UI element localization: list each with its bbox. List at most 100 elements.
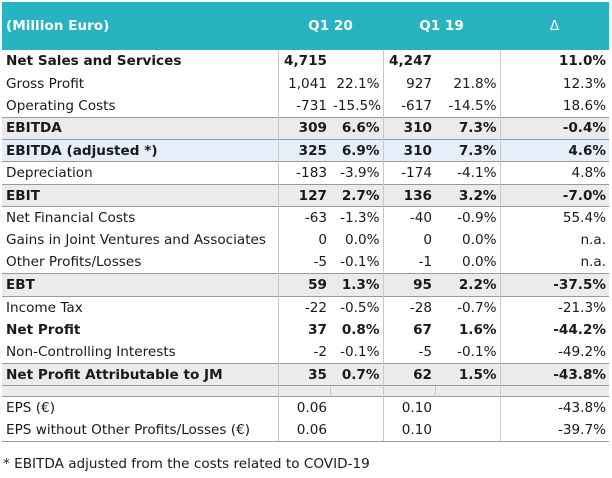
q1-20-percent: 0.7% — [330, 362, 384, 386]
table-header-row: (Million Euro) Q1 20 Q1 19 Δ — [2, 2, 610, 50]
delta-header: Δ — [500, 2, 610, 50]
table-row: EBIT 127 2.7% 136 3.2% -7.0% — [2, 183, 610, 207]
q1-19-value: 310 — [382, 116, 436, 140]
row-label: EBIT — [2, 183, 278, 207]
q1-20-percent: 0.8% — [341, 321, 380, 338]
q1-19-percent: 7.3% — [435, 139, 501, 162]
row-label: Net Sales and Services — [6, 53, 182, 70]
q1-19-value: -174 — [382, 161, 436, 185]
q1-19-percent: -14.5% — [448, 97, 497, 114]
row-label: EBITDA (adjusted *) — [2, 139, 278, 162]
q1-20-percent: 0.0% — [344, 232, 380, 249]
q1-19-percent: -0.1% — [457, 344, 497, 361]
q1-20-percent — [330, 396, 384, 420]
delta-value: 11.0% — [499, 50, 610, 73]
q1-20-value: -183 — [277, 161, 330, 185]
row-label: Non-Controlling Interests — [6, 344, 176, 361]
delta-value: -49.2% — [499, 341, 610, 364]
table-row: Other Profits/Losses -5 -0.1% -1 0.0% n.… — [2, 251, 610, 274]
table-row: EPS (€) 0.06 0.10 -43.8% — [2, 396, 610, 420]
q1-20-value: 0.06 — [277, 396, 330, 420]
q1-20-percent: -15.5% — [333, 97, 382, 114]
q1-19-percent: 3.2% — [435, 183, 501, 207]
row-label: Income Tax — [2, 295, 278, 319]
row-label: Other Profits/Losses — [6, 254, 142, 271]
delta-value: 18.6% — [499, 94, 610, 118]
table-row: Income Tax -22 -0.5% -28 -0.7% -21.3% — [2, 295, 610, 319]
q1-19-value: 4,247 — [382, 50, 436, 73]
delta-value: 4.6% — [499, 139, 610, 162]
delta-value: n.a. — [499, 251, 610, 274]
row-label: Depreciation — [2, 161, 278, 185]
footnote: * EBITDA adjusted from the costs related… — [3, 456, 370, 472]
q1-19-percent: 0.0% — [461, 254, 497, 271]
q1-20-percent — [330, 50, 383, 72]
q1-20-value: 4,715 — [277, 50, 330, 73]
q1-19-percent: 1.5% — [435, 362, 501, 386]
q1-20-percent: -3.9% — [330, 161, 384, 185]
q1-19-percent: -4.1% — [435, 161, 501, 185]
q1-19-percent: 2.2% — [435, 273, 501, 297]
table-row: Net Sales and Services 4,715 4,247 11.0% — [2, 50, 610, 73]
q1-20-value: 309 — [277, 116, 330, 140]
q1-19-value: -1 — [382, 251, 436, 274]
delta-value: -43.8% — [499, 362, 610, 386]
delta-value: -37.5% — [499, 273, 610, 297]
delta-value: 12.3% — [499, 72, 610, 95]
q1-19-value: 67 — [382, 318, 436, 342]
q1-20-value: 0 — [277, 229, 330, 252]
delta-value: n.a. — [499, 229, 610, 252]
delta-value: -44.2% — [499, 318, 610, 342]
delta-value: -43.8% — [499, 396, 610, 420]
table-row: Non-Controlling Interests -2 -0.1% -5 -0… — [2, 341, 610, 364]
row-label: EBT — [2, 273, 278, 297]
q1-20-percent: 2.7% — [330, 183, 384, 207]
table-row: EPS without Other Profits/Losses (€) 0.0… — [2, 419, 610, 443]
q1-20-value: 325 — [277, 139, 330, 162]
results-table: (Million Euro) Q1 20 Q1 19 Δ Net Sales a… — [2, 2, 610, 443]
q1-20-value: -63 — [277, 206, 330, 230]
q1-19-value: 0.10 — [382, 396, 436, 420]
q1-20-value: 59 — [277, 273, 330, 297]
delta-value: -7.0% — [499, 183, 610, 207]
q1-20-percent: -0.1% — [340, 254, 380, 271]
table-row: Net Profit 37 0.8% 67 1.6% -44.2% — [2, 318, 610, 342]
q1-20-percent: 1.3% — [330, 273, 384, 297]
q1-19-percent — [435, 50, 500, 72]
row-label: Gains in Joint Ventures and Associates — [6, 232, 266, 249]
q1-19-percent — [435, 396, 501, 420]
table-row: Operating Costs -731 -15.5% -617 -14.5% … — [2, 94, 610, 118]
table-row: Net Profit Attributable to JM 35 0.7% 62… — [2, 362, 610, 386]
table-row: Depreciation -183 -3.9% -174 -4.1% 4.8% — [2, 161, 610, 185]
row-label: EPS without Other Profits/Losses (€) — [2, 419, 278, 443]
q1-20-value: 0.06 — [277, 419, 330, 443]
q1-19-value: 0.10 — [382, 419, 436, 443]
q1-20-percent — [330, 419, 384, 443]
delta-value: -39.7% — [499, 419, 610, 443]
q1-19-value: 0 — [382, 229, 436, 252]
q1-20-value: -2 — [277, 341, 330, 364]
table-row: Net Financial Costs -63 -1.3% -40 -0.9% … — [2, 206, 610, 230]
q1-19-value: -617 — [382, 94, 436, 118]
q1-19-percent: -0.7% — [435, 295, 501, 319]
table-row: Gross Profit 1,041 22.1% 927 21.8% 12.3% — [2, 72, 610, 95]
q1-19-value: 95 — [382, 273, 436, 297]
q1-19-value: 310 — [382, 139, 436, 162]
q1-19-percent: 0.0% — [461, 232, 497, 249]
q1-19-value: -40 — [382, 206, 436, 230]
table-row: EBT 59 1.3% 95 2.2% -37.5% — [2, 273, 610, 297]
unit-header: (Million Euro) — [2, 2, 278, 50]
q1-19-value: -28 — [382, 295, 436, 319]
table-row: EBITDA 309 6.6% 310 7.3% -0.4% — [2, 116, 610, 140]
q1-20-value: -731 — [277, 94, 330, 118]
table-row: EBITDA (adjusted *) 325 6.9% 310 7.3% 4.… — [2, 139, 610, 162]
q1-20-value: -5 — [277, 251, 330, 274]
spacer-row — [2, 385, 610, 397]
q1-19-percent: 21.8% — [453, 75, 497, 92]
row-label: Gross Profit — [6, 75, 85, 92]
q1-19-value: 62 — [382, 362, 436, 386]
delta-value: -0.4% — [499, 116, 610, 140]
q1-19-percent: 7.3% — [435, 116, 501, 140]
q1-20-percent: -0.1% — [340, 344, 380, 361]
q1-20-value: 35 — [277, 362, 330, 386]
